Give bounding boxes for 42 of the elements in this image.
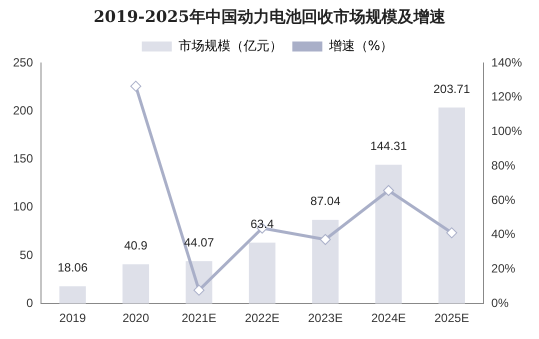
point (193, 284, 204, 296)
y-tick-label: 50 (20, 248, 34, 262)
y-tick-label: 250 (12, 55, 34, 70)
y2-tick-label: 120% (491, 90, 522, 104)
y-tick-label: 0 (26, 296, 34, 310)
y-tick-label: 200 (12, 103, 34, 118)
x-tick-label: 2025E (434, 311, 470, 326)
y2-tick-label: 20% (491, 262, 516, 276)
x-tick-label: 2021E (182, 311, 216, 326)
y2-tick-label: 140% (491, 55, 522, 70)
data-label: 44.07 (184, 236, 214, 250)
bar (438, 108, 465, 304)
y2-tick-label: 100% (491, 124, 522, 138)
y2-tick-label: 60% (491, 192, 516, 207)
x-tick-label: 2019 (59, 311, 86, 326)
y2-tick-label: 80% (491, 158, 516, 172)
x-tick-label: 2023E (308, 311, 343, 326)
bar (59, 286, 86, 304)
legend-label: 增速（%） (328, 38, 394, 54)
data-label: 18.06 (58, 260, 88, 275)
x-tick-label: 2024E (371, 311, 406, 326)
y2-tick-label: 0% (491, 296, 509, 310)
chart-title: 2019-2025年中国动力电池回收市场规模及增速 (92, 6, 446, 28)
data-label: 40.9 (124, 238, 148, 253)
y-tick-label: 150 (12, 152, 34, 166)
y2-tick-label: 40% (491, 227, 516, 242)
point (130, 80, 142, 92)
legend-label: 市场规模（亿元） (178, 38, 282, 54)
x-tick-label: 2020 (122, 311, 150, 326)
point (383, 185, 394, 196)
data-label: 63.4 (250, 216, 274, 231)
y-tick-label: 100 (12, 200, 34, 214)
bar (375, 164, 402, 304)
bar (122, 264, 150, 304)
point (446, 227, 458, 238)
bar (248, 242, 276, 304)
data-label: 87.04 (310, 194, 341, 208)
x-tick-label: 2022E (244, 311, 280, 326)
data-label: 203.71 (433, 82, 470, 96)
bar (312, 220, 339, 304)
point (320, 234, 331, 245)
data-label: 144.31 (370, 139, 408, 154)
